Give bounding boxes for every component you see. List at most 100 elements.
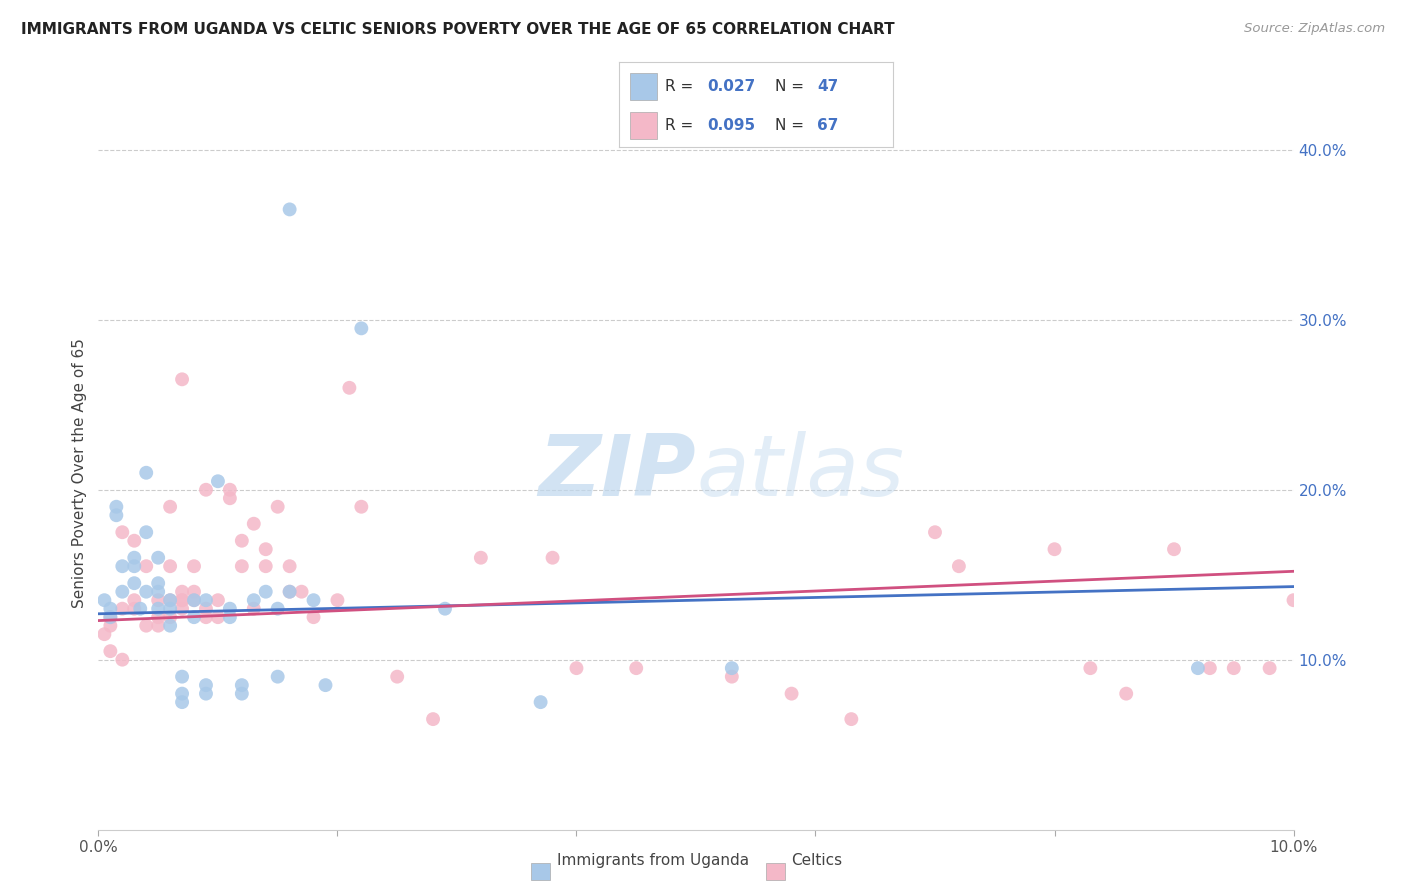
Point xyxy=(924,525,946,540)
Point xyxy=(100,610,122,624)
Text: 0.095: 0.095 xyxy=(707,118,756,133)
Point xyxy=(254,584,277,599)
Point xyxy=(841,712,863,726)
Point xyxy=(207,610,229,624)
Point xyxy=(111,653,134,667)
Y-axis label: Seniors Poverty Over the Age of 65: Seniors Poverty Over the Age of 65 xyxy=(72,338,87,607)
Point xyxy=(159,559,181,574)
Point xyxy=(124,601,146,615)
Point xyxy=(93,593,115,607)
Point xyxy=(183,584,205,599)
Point xyxy=(159,601,181,615)
Point xyxy=(541,550,564,565)
Point xyxy=(1043,542,1066,557)
Point xyxy=(315,678,337,692)
Point xyxy=(135,525,157,540)
Point xyxy=(124,533,146,548)
Point xyxy=(135,618,157,632)
Point xyxy=(350,321,373,335)
Point xyxy=(159,618,181,632)
Point xyxy=(159,610,181,624)
Point xyxy=(172,601,194,615)
Point xyxy=(148,618,170,632)
Text: ZIP: ZIP xyxy=(538,431,696,515)
Point xyxy=(721,670,744,684)
Point xyxy=(1187,661,1209,675)
Point xyxy=(422,712,444,726)
Point xyxy=(159,500,181,514)
Point xyxy=(195,687,218,701)
Point xyxy=(626,661,648,675)
Point xyxy=(1258,661,1281,675)
Point xyxy=(219,483,242,497)
Point xyxy=(148,610,170,624)
Point xyxy=(172,670,194,684)
Point xyxy=(100,610,122,624)
Point xyxy=(470,550,492,565)
Point xyxy=(159,593,181,607)
Point xyxy=(339,381,360,395)
Point xyxy=(278,202,301,217)
Point xyxy=(219,610,242,624)
Text: 0.027: 0.027 xyxy=(707,78,756,94)
Text: R =: R = xyxy=(665,78,699,94)
Point xyxy=(124,550,146,565)
Text: 47: 47 xyxy=(817,78,838,94)
FancyBboxPatch shape xyxy=(630,112,657,139)
Point xyxy=(254,559,277,574)
Text: N =: N = xyxy=(775,118,808,133)
Point xyxy=(565,661,588,675)
Point xyxy=(172,593,194,607)
Point xyxy=(129,601,152,615)
Point xyxy=(207,475,229,489)
Text: atlas: atlas xyxy=(696,431,904,515)
Point xyxy=(111,584,134,599)
Point xyxy=(243,601,266,615)
Point xyxy=(302,610,325,624)
Point xyxy=(1223,661,1246,675)
Point xyxy=(254,542,277,557)
Point xyxy=(231,678,253,692)
Point xyxy=(231,559,253,574)
Point xyxy=(434,601,457,615)
Point xyxy=(207,593,229,607)
Point xyxy=(350,500,373,514)
Point xyxy=(124,559,146,574)
Point xyxy=(172,584,194,599)
Point xyxy=(529,695,551,709)
Point xyxy=(135,584,157,599)
Point xyxy=(148,584,170,599)
Point xyxy=(1080,661,1102,675)
Point xyxy=(278,559,301,574)
Point xyxy=(721,661,744,675)
Point xyxy=(148,576,170,591)
Point xyxy=(159,593,181,607)
Point xyxy=(948,559,970,574)
Point xyxy=(267,601,290,615)
Point xyxy=(183,610,205,624)
Point xyxy=(219,491,242,506)
Point xyxy=(278,584,301,599)
Point xyxy=(100,601,122,615)
Point xyxy=(100,618,122,632)
Point xyxy=(172,372,194,386)
Point xyxy=(105,500,128,514)
Point xyxy=(135,466,157,480)
Point xyxy=(1163,542,1185,557)
Text: Immigrants from Uganda: Immigrants from Uganda xyxy=(557,854,749,868)
Point xyxy=(111,559,134,574)
Point xyxy=(195,601,218,615)
FancyBboxPatch shape xyxy=(630,72,657,100)
Point xyxy=(111,525,134,540)
Point xyxy=(326,593,349,607)
Point xyxy=(135,559,157,574)
Point xyxy=(148,601,170,615)
Point xyxy=(291,584,314,599)
Point xyxy=(195,610,218,624)
Point xyxy=(105,508,128,523)
Point xyxy=(111,601,134,615)
Point xyxy=(195,483,218,497)
Point xyxy=(278,584,301,599)
Text: Source: ZipAtlas.com: Source: ZipAtlas.com xyxy=(1244,22,1385,36)
Point xyxy=(195,678,218,692)
